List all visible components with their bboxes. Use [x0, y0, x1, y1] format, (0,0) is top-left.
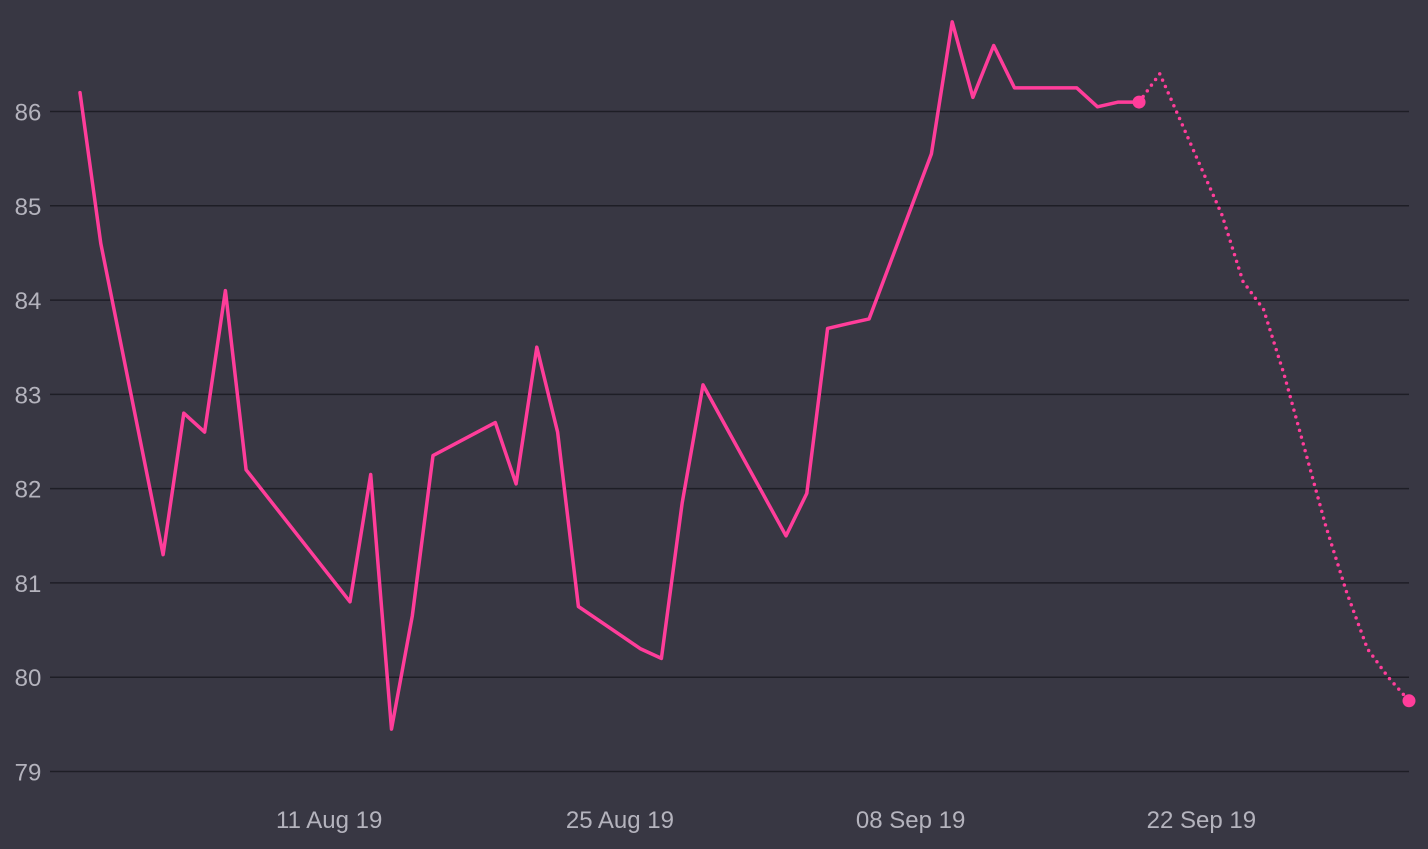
- grid-lines: [50, 110, 1409, 773]
- y-tick-label: 84: [15, 288, 42, 315]
- actual-series-line: [78, 20, 1141, 731]
- series-lines: [78, 20, 1416, 731]
- series-end-marker: [1402, 694, 1416, 708]
- x-tick-label: 11 Aug 19: [276, 807, 382, 834]
- x-tick-label: 25 Aug 19: [566, 807, 674, 834]
- forecast-series-line: [1137, 72, 1411, 703]
- y-tick-label: 80: [15, 665, 42, 692]
- y-tick-label: 81: [15, 571, 42, 598]
- x-tick-label: 22 Sep 19: [1147, 807, 1256, 834]
- y-tick-label: 86: [15, 100, 42, 127]
- x-tick-label: 08 Sep 19: [856, 807, 965, 834]
- y-tick-label: 85: [15, 194, 42, 221]
- y-tick-label: 79: [15, 760, 42, 787]
- y-tick-label: 82: [15, 477, 42, 504]
- y-tick-label: 83: [15, 382, 42, 409]
- x-axis-tick-labels: 11 Aug 19 25 Aug 19 08 Sep 19 22 Sep 19: [276, 807, 1256, 834]
- y-axis-tick-labels: 79 80 81 82 83 84 85 86: [15, 100, 42, 787]
